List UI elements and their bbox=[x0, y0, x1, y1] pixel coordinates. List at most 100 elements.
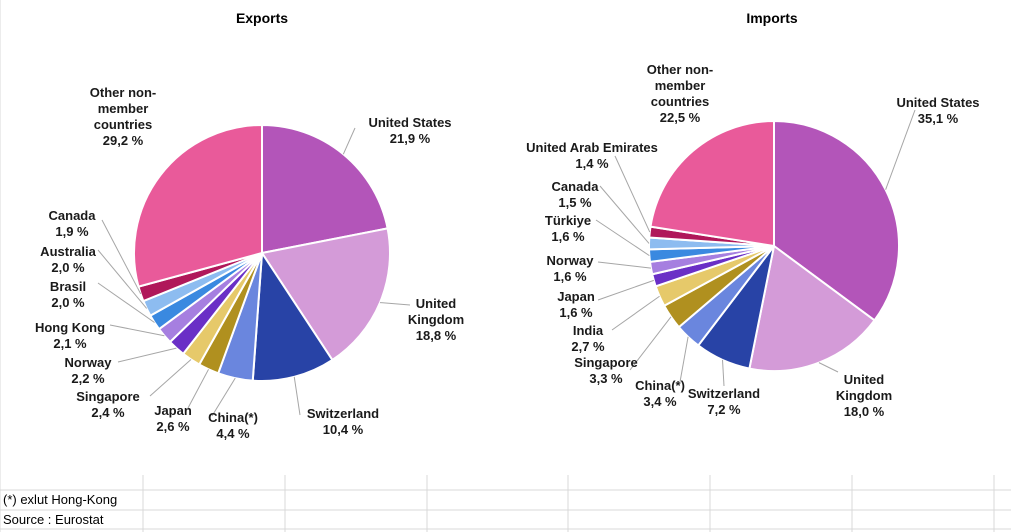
footnote: (*) exlut Hong-Kong bbox=[3, 492, 118, 507]
label-value: 2,1 % bbox=[53, 336, 87, 351]
label-name: Japan bbox=[557, 289, 595, 304]
label-name: Singapore bbox=[574, 355, 638, 370]
data-label: Türkiye 1,6 % bbox=[545, 213, 591, 245]
label-name: United States bbox=[368, 115, 452, 130]
label-name: Norway bbox=[64, 355, 112, 370]
label-name: Switzerland bbox=[306, 406, 380, 421]
leader-line bbox=[885, 109, 916, 190]
label-name: Norway bbox=[546, 253, 594, 268]
data-label: China(*) 4,4 % bbox=[208, 410, 258, 442]
data-label: United States 21,9 % bbox=[368, 115, 451, 147]
leader-line bbox=[293, 376, 301, 416]
data-label: Norway 2,2 % bbox=[65, 355, 112, 387]
data-label: Japan 1,6 % bbox=[557, 289, 595, 321]
data-label: Australia 2,0 % bbox=[40, 244, 96, 276]
data-label: United Kingdom 18,8 % bbox=[408, 296, 464, 344]
leader-line bbox=[722, 359, 725, 387]
label-value: 3,4 % bbox=[643, 394, 677, 409]
data-label: Brasil 2,0 % bbox=[50, 279, 86, 311]
label-name: Other non- member countries bbox=[646, 62, 714, 109]
label-name: Canada bbox=[48, 208, 96, 223]
label-value: 29,2 % bbox=[102, 133, 144, 148]
data-label: Singapore 2,4 % bbox=[76, 389, 140, 421]
label-value: 4,4 % bbox=[216, 426, 250, 441]
leader-line bbox=[629, 316, 672, 371]
label-name: Other non- member countries bbox=[89, 85, 157, 132]
leader-line bbox=[818, 362, 839, 373]
label-value: 2,0 % bbox=[51, 295, 85, 310]
leader-line bbox=[97, 249, 148, 309]
data-label: United Kingdom 18,0 % bbox=[836, 372, 892, 420]
label-value: 1,6 % bbox=[551, 229, 585, 244]
data-label: Other non- member countries 22,5 % bbox=[647, 62, 713, 126]
leader-line bbox=[149, 359, 192, 397]
label-name: Hong Kong bbox=[34, 320, 106, 335]
label-value: 21,9 % bbox=[389, 131, 431, 146]
data-label: Switzerland 7,2 % bbox=[688, 386, 760, 418]
data-label: Other non- member countries 29,2 % bbox=[90, 85, 156, 149]
data-label: Canada 1,5 % bbox=[552, 179, 599, 211]
leader-line bbox=[679, 336, 689, 383]
label-value: 2,6 % bbox=[156, 419, 190, 434]
label-value: 3,3 % bbox=[589, 371, 623, 386]
label-value: 18,8 % bbox=[415, 328, 457, 343]
pie-slice bbox=[133, 123, 263, 288]
data-label: Hong Kong 2,1 % bbox=[35, 320, 105, 352]
leader-line bbox=[117, 347, 177, 363]
leader-line bbox=[597, 279, 654, 301]
label-value: 1,5 % bbox=[558, 195, 592, 210]
data-label: United Arab Emirates 1,4 % bbox=[526, 140, 658, 172]
leader-line bbox=[342, 127, 356, 155]
pie-slice bbox=[261, 123, 389, 255]
label-value: 1,4 % bbox=[575, 156, 609, 171]
leader-line bbox=[187, 369, 209, 409]
leader-line bbox=[599, 185, 650, 244]
leader-line bbox=[614, 155, 651, 233]
label-value: 2,4 % bbox=[91, 405, 125, 420]
data-label: Canada 1,9 % bbox=[49, 208, 96, 240]
label-name: Singapore bbox=[76, 389, 140, 404]
data-label: India 2,7 % bbox=[571, 323, 604, 355]
label-value: 7,2 % bbox=[707, 402, 741, 417]
label-name: Japan bbox=[154, 403, 192, 418]
label-value: 1,6 % bbox=[559, 305, 593, 320]
data-label: Norway 1,6 % bbox=[547, 253, 594, 285]
label-name: United Kingdom bbox=[835, 372, 893, 403]
label-value: 35,1 % bbox=[917, 111, 959, 126]
label-value: 2,0 % bbox=[51, 260, 85, 275]
pie-slice bbox=[649, 119, 775, 248]
pie-slice bbox=[251, 249, 334, 382]
label-name: United Arab Emirates bbox=[526, 140, 658, 155]
label-name: Türkiye bbox=[544, 213, 592, 228]
label-name: Australia bbox=[40, 244, 96, 259]
leader-line bbox=[97, 282, 155, 323]
leader-line bbox=[597, 261, 652, 269]
label-value: 18,0 % bbox=[843, 404, 885, 419]
label-value: 1,9 % bbox=[55, 224, 89, 239]
label-name: China(*) bbox=[635, 378, 685, 393]
leader-line bbox=[109, 324, 165, 337]
data-label: Switzerland 10,4 % bbox=[307, 406, 379, 438]
pie-slice bbox=[260, 227, 391, 362]
chart-title: Exports bbox=[235, 10, 289, 26]
leader-line bbox=[211, 377, 236, 417]
label-name: Canada bbox=[551, 179, 599, 194]
leader-line bbox=[379, 302, 411, 306]
chart-title: Imports bbox=[746, 10, 798, 26]
data-label: Japan 2,6 % bbox=[154, 403, 192, 435]
label-name: United Kingdom bbox=[407, 296, 465, 327]
label-name: China(*) bbox=[208, 410, 258, 425]
label-value: 10,4 % bbox=[322, 422, 364, 437]
label-value: 1,6 % bbox=[553, 269, 587, 284]
label-name: United States bbox=[896, 95, 980, 110]
source-note: Source : Eurostat bbox=[3, 512, 104, 527]
label-name: Switzerland bbox=[687, 386, 761, 401]
data-label: China(*) 3,4 % bbox=[635, 378, 685, 410]
leader-line bbox=[595, 219, 650, 257]
label-value: 22,5 % bbox=[659, 110, 701, 125]
leader-line bbox=[611, 295, 660, 331]
data-label: United States 35,1 % bbox=[896, 95, 979, 127]
label-value: 2,7 % bbox=[571, 339, 605, 354]
